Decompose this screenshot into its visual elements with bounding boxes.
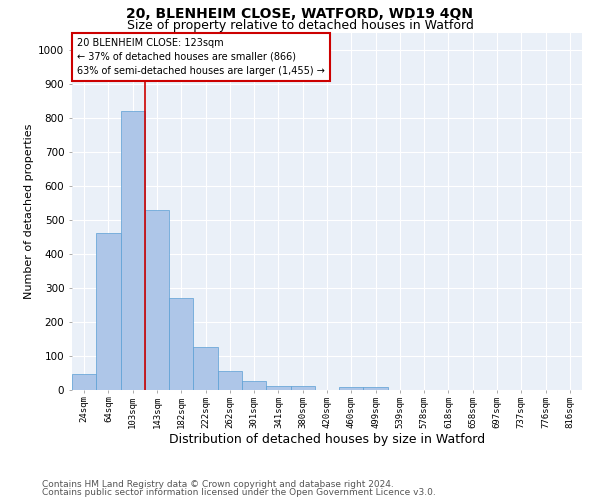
Bar (242, 382, 266, 390)
Bar (121, 111, 145, 390)
Bar (96, 234, 121, 390)
X-axis label: Distribution of detached houses by size in Watford: Distribution of detached houses by size … (169, 434, 485, 446)
Bar (145, 210, 169, 390)
Bar (218, 372, 242, 390)
Bar (364, 388, 388, 390)
Bar (72, 374, 96, 390)
Text: Size of property relative to detached houses in Watford: Size of property relative to detached ho… (127, 19, 473, 32)
Text: 20 BLENHEIM CLOSE: 123sqm
← 37% of detached houses are smaller (866)
63% of semi: 20 BLENHEIM CLOSE: 123sqm ← 37% of detac… (77, 38, 325, 76)
Bar (290, 386, 315, 390)
Bar (169, 298, 193, 390)
Bar (193, 348, 218, 390)
Bar (266, 386, 290, 390)
Bar (339, 388, 364, 390)
Text: Contains public sector information licensed under the Open Government Licence v3: Contains public sector information licen… (42, 488, 436, 497)
Text: 20, BLENHEIM CLOSE, WATFORD, WD19 4QN: 20, BLENHEIM CLOSE, WATFORD, WD19 4QN (127, 8, 473, 22)
Y-axis label: Number of detached properties: Number of detached properties (24, 124, 34, 299)
Text: Contains HM Land Registry data © Crown copyright and database right 2024.: Contains HM Land Registry data © Crown c… (42, 480, 394, 489)
